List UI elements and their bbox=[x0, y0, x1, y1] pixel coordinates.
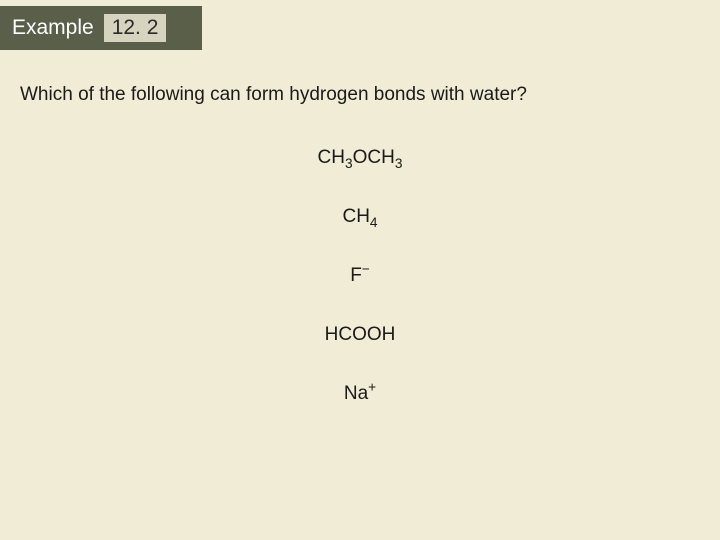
compound-item: CH4 bbox=[0, 207, 720, 226]
compound-item: F− bbox=[0, 266, 720, 285]
compound-item: CH3OCH3 bbox=[0, 148, 720, 167]
example-label: Example bbox=[12, 16, 94, 40]
compound-item: Na+ bbox=[0, 384, 720, 403]
example-header: Example 12. 2 bbox=[0, 6, 202, 50]
question-text: Which of the following can form hydrogen… bbox=[20, 84, 720, 106]
compound-item: HCOOH bbox=[0, 325, 720, 344]
compound-list: CH3OCH3 CH4 F− HCOOH Na+ bbox=[0, 148, 720, 403]
example-number: 12. 2 bbox=[104, 14, 167, 42]
